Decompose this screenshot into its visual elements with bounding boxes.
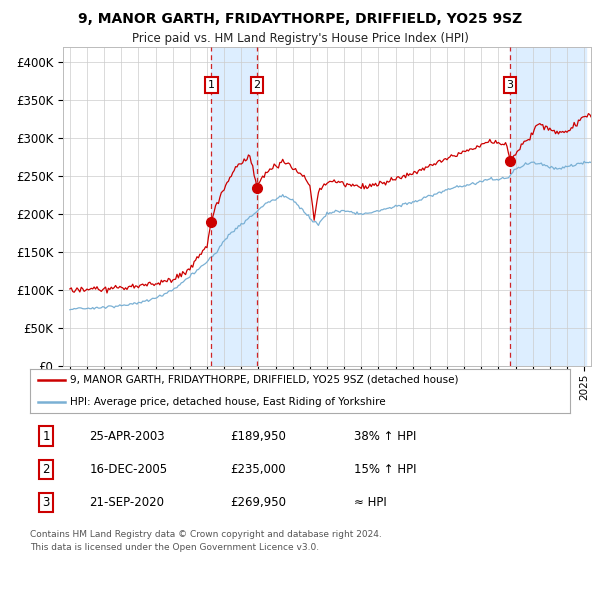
Text: 2: 2: [43, 463, 50, 476]
Text: HPI: Average price, detached house, East Riding of Yorkshire: HPI: Average price, detached house, East…: [71, 397, 386, 407]
Bar: [510, 47, 586, 366]
Bar: [211, 47, 257, 366]
Text: 9, MANOR GARTH, FRIDAYTHORPE, DRIFFIELD, YO25 9SZ: 9, MANOR GARTH, FRIDAYTHORPE, DRIFFIELD,…: [78, 12, 522, 26]
Text: 15% ↑ HPI: 15% ↑ HPI: [354, 463, 416, 476]
Text: 25-APR-2003: 25-APR-2003: [89, 430, 165, 443]
Text: 38% ↑ HPI: 38% ↑ HPI: [354, 430, 416, 443]
Text: This data is licensed under the Open Government Licence v3.0.: This data is licensed under the Open Gov…: [30, 543, 319, 552]
Text: 1: 1: [208, 80, 215, 90]
Text: £235,000: £235,000: [230, 463, 286, 476]
Text: 1: 1: [43, 430, 50, 443]
Text: Price paid vs. HM Land Registry's House Price Index (HPI): Price paid vs. HM Land Registry's House …: [131, 32, 469, 45]
Text: 16-DEC-2005: 16-DEC-2005: [89, 463, 167, 476]
Text: Contains HM Land Registry data © Crown copyright and database right 2024.: Contains HM Land Registry data © Crown c…: [30, 530, 382, 539]
Text: 21-SEP-2020: 21-SEP-2020: [89, 496, 164, 509]
Text: £269,950: £269,950: [230, 496, 286, 509]
Text: £189,950: £189,950: [230, 430, 286, 443]
Text: ≈ HPI: ≈ HPI: [354, 496, 387, 509]
Text: 3: 3: [43, 496, 50, 509]
Text: 2: 2: [253, 80, 260, 90]
Text: 9, MANOR GARTH, FRIDAYTHORPE, DRIFFIELD, YO25 9SZ (detached house): 9, MANOR GARTH, FRIDAYTHORPE, DRIFFIELD,…: [71, 375, 459, 385]
Text: 3: 3: [506, 80, 514, 90]
